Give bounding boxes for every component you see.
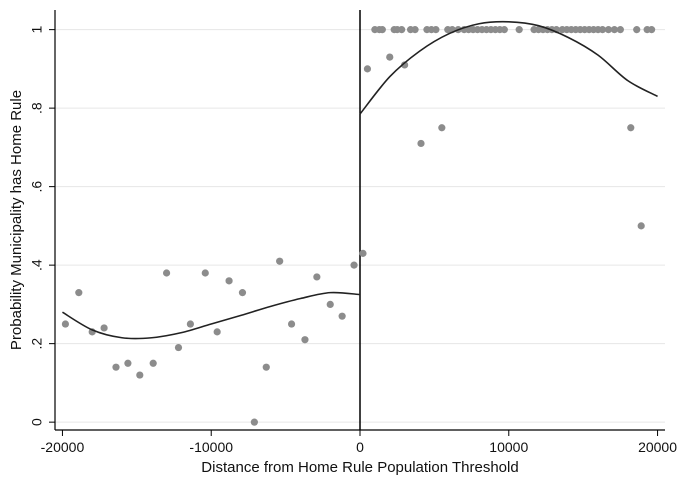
y-tick-label: 0	[29, 418, 45, 426]
data-point	[61, 320, 70, 328]
x-tick-label: 10000	[489, 439, 528, 455]
data-point	[186, 320, 194, 328]
data-point	[401, 61, 409, 69]
x-tick-label: -10000	[189, 439, 233, 455]
data-point	[262, 363, 270, 371]
data-point	[100, 324, 108, 332]
x-tick-label: -20000	[41, 439, 85, 455]
data-point	[287, 320, 296, 328]
y-tick-labels: 0 .2 .4 .6 .8 1	[29, 26, 45, 427]
data-point	[149, 359, 157, 367]
data-point	[350, 261, 358, 269]
fit-right-line	[359, 20, 658, 115]
data-point	[398, 26, 406, 34]
data-point	[598, 26, 607, 34]
data-point	[75, 289, 83, 297]
data-point	[250, 418, 258, 426]
data-point	[604, 26, 613, 34]
data-point	[417, 139, 425, 148]
y-tick-label: .2	[29, 338, 45, 350]
scatter-points	[61, 26, 656, 426]
fit-left-line	[62, 291, 361, 340]
x-tick-label: 20000	[638, 439, 677, 455]
data-point	[627, 124, 635, 132]
data-point	[174, 343, 183, 352]
data-point	[225, 277, 233, 285]
data-point	[136, 371, 144, 379]
x-axis-title: Distance from Home Rule Population Thres…	[201, 459, 518, 476]
data-point	[386, 53, 394, 61]
data-point	[162, 269, 171, 277]
data-point	[610, 26, 619, 34]
axes	[49, 10, 665, 436]
data-point	[616, 26, 624, 34]
data-point	[112, 363, 120, 371]
data-point	[432, 26, 440, 34]
y-tick-label: .4	[29, 259, 45, 271]
data-point	[326, 300, 334, 308]
data-point	[648, 26, 656, 34]
y-tick-label: 1	[29, 26, 45, 34]
data-point	[213, 328, 221, 336]
data-point	[313, 273, 321, 281]
data-point	[438, 124, 446, 132]
fit-lines	[62, 20, 658, 340]
y-tick-label: .6	[29, 181, 45, 193]
data-point	[363, 65, 372, 73]
data-point	[637, 222, 645, 230]
x-tick-label: 0	[356, 439, 364, 455]
data-point	[378, 26, 386, 34]
data-point	[633, 26, 641, 34]
data-point	[124, 359, 132, 367]
y-axis-title: Probability Municipality has Home Rule	[8, 90, 25, 350]
x-tick-labels: -20000 -10000 0 10000 20000	[41, 439, 678, 455]
data-point	[411, 26, 419, 34]
data-point	[515, 26, 523, 34]
data-point	[500, 26, 508, 34]
data-point	[276, 257, 284, 265]
data-point	[238, 289, 247, 297]
data-point	[338, 312, 346, 320]
data-point	[301, 336, 309, 344]
data-point	[359, 249, 367, 257]
y-tick-label: .8	[29, 102, 45, 114]
data-point	[201, 269, 209, 277]
